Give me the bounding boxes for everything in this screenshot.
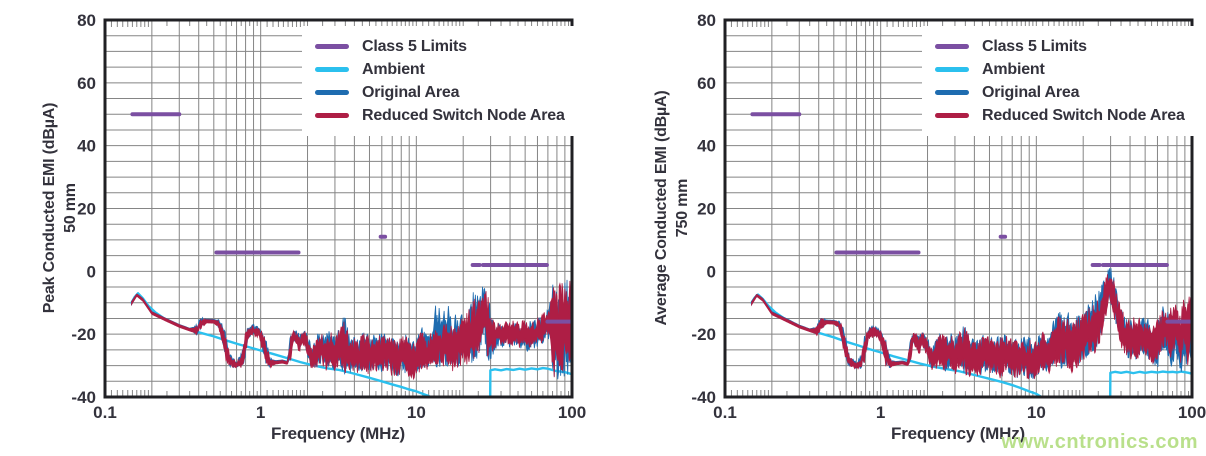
- series-reduced-switch-node-area: [751, 274, 1192, 380]
- y-tick-label: 60: [77, 74, 96, 93]
- legend-item: Ambient: [315, 58, 565, 81]
- legend-swatch: [935, 67, 969, 72]
- y-tick-label: 40: [77, 137, 96, 156]
- legend-label: Ambient: [982, 60, 1045, 78]
- legend-item: Reduced Switch Node Area: [935, 104, 1185, 127]
- y-tick-label: 0: [707, 262, 716, 281]
- legend-item: Ambient: [935, 58, 1185, 81]
- y-tick-label: 80: [77, 11, 96, 30]
- x-tick-label: 0.1: [713, 403, 737, 422]
- series-area: [750, 112, 1192, 397]
- left-legend: Class 5 Limits Ambient Original Area Reduce…: [302, 26, 581, 136]
- legend-item: Class 5 Limits: [935, 35, 1185, 58]
- right-x-axis-title: Frequency (MHz): [891, 424, 1025, 443]
- y-tick-label: -20: [691, 325, 716, 344]
- x-tick-label: 1: [256, 403, 265, 422]
- legend-swatch: [315, 44, 349, 49]
- y-tick-label: 80: [697, 11, 716, 30]
- legend-label: Original Area: [982, 83, 1080, 101]
- y-tick-label: -40: [691, 388, 716, 407]
- x-tick-label: 100: [558, 403, 586, 422]
- series-reduced-switch-node-area: [131, 280, 572, 381]
- legend-item: Class 5 Limits: [315, 35, 565, 58]
- legend-label: Reduced Switch Node Area: [362, 106, 565, 124]
- series-ambient: [488, 366, 572, 397]
- series-ambient: [130, 292, 433, 397]
- x-tick-label: 10: [1027, 403, 1046, 422]
- y-tick-label: 20: [77, 200, 96, 219]
- legend-swatch: [935, 90, 969, 95]
- series-area: [130, 112, 572, 397]
- legend-swatch: [315, 113, 349, 118]
- tick-labels: -40 -20 0 20 40 60 80 0.1 1 10 100: [71, 11, 586, 422]
- y-tick-label: 0: [87, 262, 96, 281]
- legend-swatch: [315, 67, 349, 72]
- legend-swatch: [315, 90, 349, 95]
- y-tick-label: 60: [697, 74, 716, 93]
- x-tick-label: 1: [876, 403, 885, 422]
- legend-label: Class 5 Limits: [982, 37, 1087, 55]
- y-tick-label: -40: [71, 388, 96, 407]
- y-tick-label: -20: [71, 325, 96, 344]
- series-ambient: [1108, 370, 1192, 397]
- legend-item: Reduced Switch Node Area: [315, 104, 565, 127]
- plot-frame: [103, 18, 574, 399]
- x-tick-label: 10: [407, 403, 426, 422]
- y-tick-label: 40: [697, 137, 716, 156]
- tick-labels: -40 -20 0 20 40 60 80 0.1 1 10 100: [691, 11, 1206, 422]
- legend-label: Reduced Switch Node Area: [982, 106, 1185, 124]
- legend-label: Original Area: [362, 83, 460, 101]
- legend-label: Ambient: [362, 60, 425, 78]
- watermark: www.cntronics.com: [1001, 431, 1198, 453]
- legend-item: Original Area: [315, 81, 565, 104]
- y-tick-label: 20: [697, 200, 716, 219]
- legend-swatch: [935, 44, 969, 49]
- legend-item: Original Area: [935, 81, 1185, 104]
- legend-label: Class 5 Limits: [362, 37, 467, 55]
- x-tick-label: 100: [1178, 403, 1206, 422]
- legend-swatch: [935, 113, 969, 118]
- plot-frame: [723, 18, 1194, 399]
- left-x-axis-title: Frequency (MHz): [271, 424, 405, 443]
- x-tick-label: 0.1: [93, 403, 117, 422]
- right-legend: Class 5 Limits Ambient Original Area Reduce…: [922, 26, 1201, 136]
